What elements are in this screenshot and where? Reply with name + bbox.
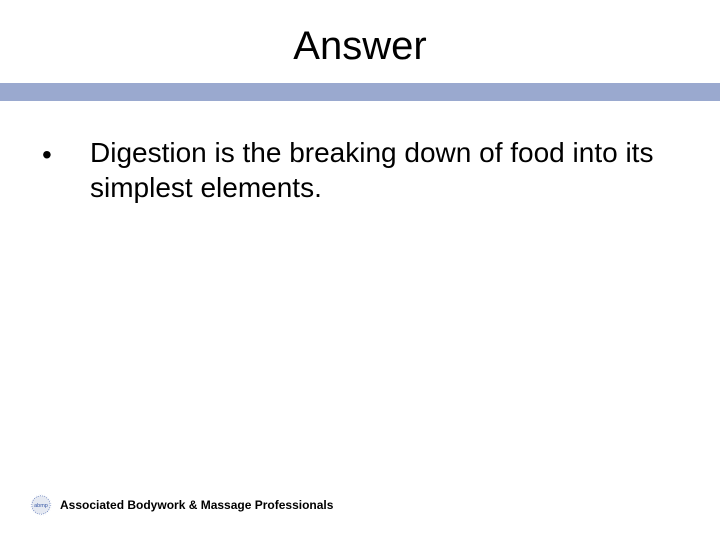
content-area: • Digestion is the breaking down of food… [0, 101, 720, 205]
slide-title: Answer [0, 0, 720, 83]
bullet-text: Digestion is the breaking down of food i… [90, 135, 662, 205]
slide-container: Answer • Digestion is the breaking down … [0, 0, 720, 540]
footer: abmp Associated Bodywork & Massage Profe… [30, 494, 333, 516]
bullet-mark: • [42, 135, 90, 172]
abmp-logo-icon: abmp [30, 494, 52, 516]
title-divider [0, 83, 720, 101]
svg-text:abmp: abmp [34, 503, 48, 509]
bullet-item: • Digestion is the breaking down of food… [42, 135, 662, 205]
footer-text: Associated Bodywork & Massage Profession… [60, 498, 333, 512]
